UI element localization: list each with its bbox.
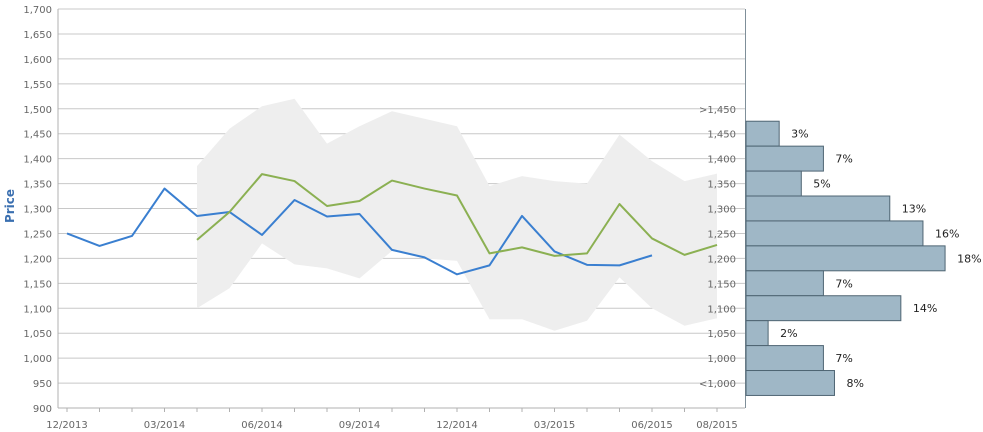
y-tick-label: 900: [33, 404, 52, 415]
x-tick-label: 12/2013: [46, 420, 88, 431]
x-tick-label: 06/2014: [241, 420, 283, 431]
distribution-percent-label: 13%: [902, 202, 926, 215]
distribution-percent-label: 5%: [813, 178, 830, 191]
distribution-category-label: 1,250: [707, 229, 736, 240]
distribution-percent-label: 2%: [780, 327, 797, 340]
distribution-bar: [745, 120, 780, 147]
distribution-category-label: 1,450: [707, 130, 736, 141]
y-tick-label: 1,300: [23, 205, 52, 216]
distribution-category-label: 1,100: [707, 304, 736, 315]
distribution-category-label: 1,150: [707, 279, 736, 290]
y-tick-label: 1,550: [23, 80, 52, 91]
y-tick-label: 1,050: [23, 329, 52, 340]
series-line-1: [66, 187, 653, 276]
y-tick-label: 1,650: [23, 30, 52, 41]
y-tick-label: 1,000: [23, 354, 52, 365]
distribution-category-label: 1,200: [707, 254, 736, 265]
distribution-percent-label: 16%: [935, 227, 959, 240]
y-axis-ticks: 900 950 1,000 1,050 1,100 1,150 1,200 1,250 1,30…: [23, 5, 52, 415]
x-tick-label: 09/2014: [339, 420, 381, 431]
y-tick-label: 1,250: [23, 229, 52, 240]
y-tick-label: 1,200: [23, 254, 52, 265]
series-lines: [66, 173, 718, 276]
range-band: [197, 98, 717, 331]
distribution-category-label: 1,000: [707, 354, 736, 365]
distribution-bar: [745, 345, 824, 372]
distribution-category-label: 1,350: [707, 180, 736, 191]
x-tick-label: 12/2014: [436, 420, 478, 431]
distribution-bar: [745, 195, 891, 222]
distribution-category-label: 1,400: [707, 155, 736, 166]
y-tick-label: 1,600: [23, 55, 52, 66]
distribution-bar: [745, 270, 824, 297]
distribution-bars: [745, 120, 946, 396]
x-tick-label: 08/2015: [696, 420, 738, 431]
distribution-bar: [745, 370, 835, 396]
distribution-bar: [745, 245, 946, 272]
gridlines: [58, 8, 745, 384]
distribution-bar: [745, 170, 802, 197]
y-axis-title: Price: [3, 189, 17, 223]
y-tick-label: 950: [33, 379, 52, 390]
distribution-bar: [745, 220, 924, 247]
distribution-percent-label: 7%: [835, 352, 852, 365]
y-tick-label: 1,350: [23, 180, 52, 191]
distribution-bar: [745, 295, 902, 322]
distribution-percent-label: 14%: [913, 302, 937, 315]
x-tick-label: 03/2015: [534, 420, 576, 431]
distribution-bar: [745, 320, 769, 347]
x-axis-ticks: 12/2013 03/2014 06/2014 09/2014 12/2014 03/20…: [46, 408, 738, 431]
x-tick-label: 03/2014: [144, 420, 186, 431]
distribution-bar: [745, 145, 824, 172]
distribution-percent-label: 8%: [846, 377, 863, 390]
distribution-category-label: 1,050: [707, 329, 736, 340]
y-tick-label: 1,450: [23, 130, 52, 141]
x-tick-label: 06/2015: [631, 420, 673, 431]
distribution-percent-label: 7%: [835, 277, 852, 290]
distribution-category-label: <1,000: [699, 379, 736, 390]
series-line-2: [196, 173, 718, 257]
y-tick-label: 1,500: [23, 105, 52, 116]
distribution-percent-label: 3%: [791, 128, 808, 141]
y-tick-label: 1,150: [23, 279, 52, 290]
range-band-area: [197, 98, 717, 331]
distribution-category-label: >1,450: [699, 105, 736, 116]
distribution-percent-label: 7%: [835, 153, 852, 166]
distribution-labels: 3% 7% 5% 13% 16% 18% 7% 14% 2% 7% 8% >1,450 1,450 1,4…: [699, 105, 982, 390]
distribution-category-label: 1,300: [707, 205, 736, 216]
y-tick-label: 1,400: [23, 155, 52, 166]
y-tick-label: 1,100: [23, 304, 52, 315]
y-tick-label: 1,700: [23, 5, 52, 16]
distribution-percent-label: 18%: [957, 252, 981, 265]
